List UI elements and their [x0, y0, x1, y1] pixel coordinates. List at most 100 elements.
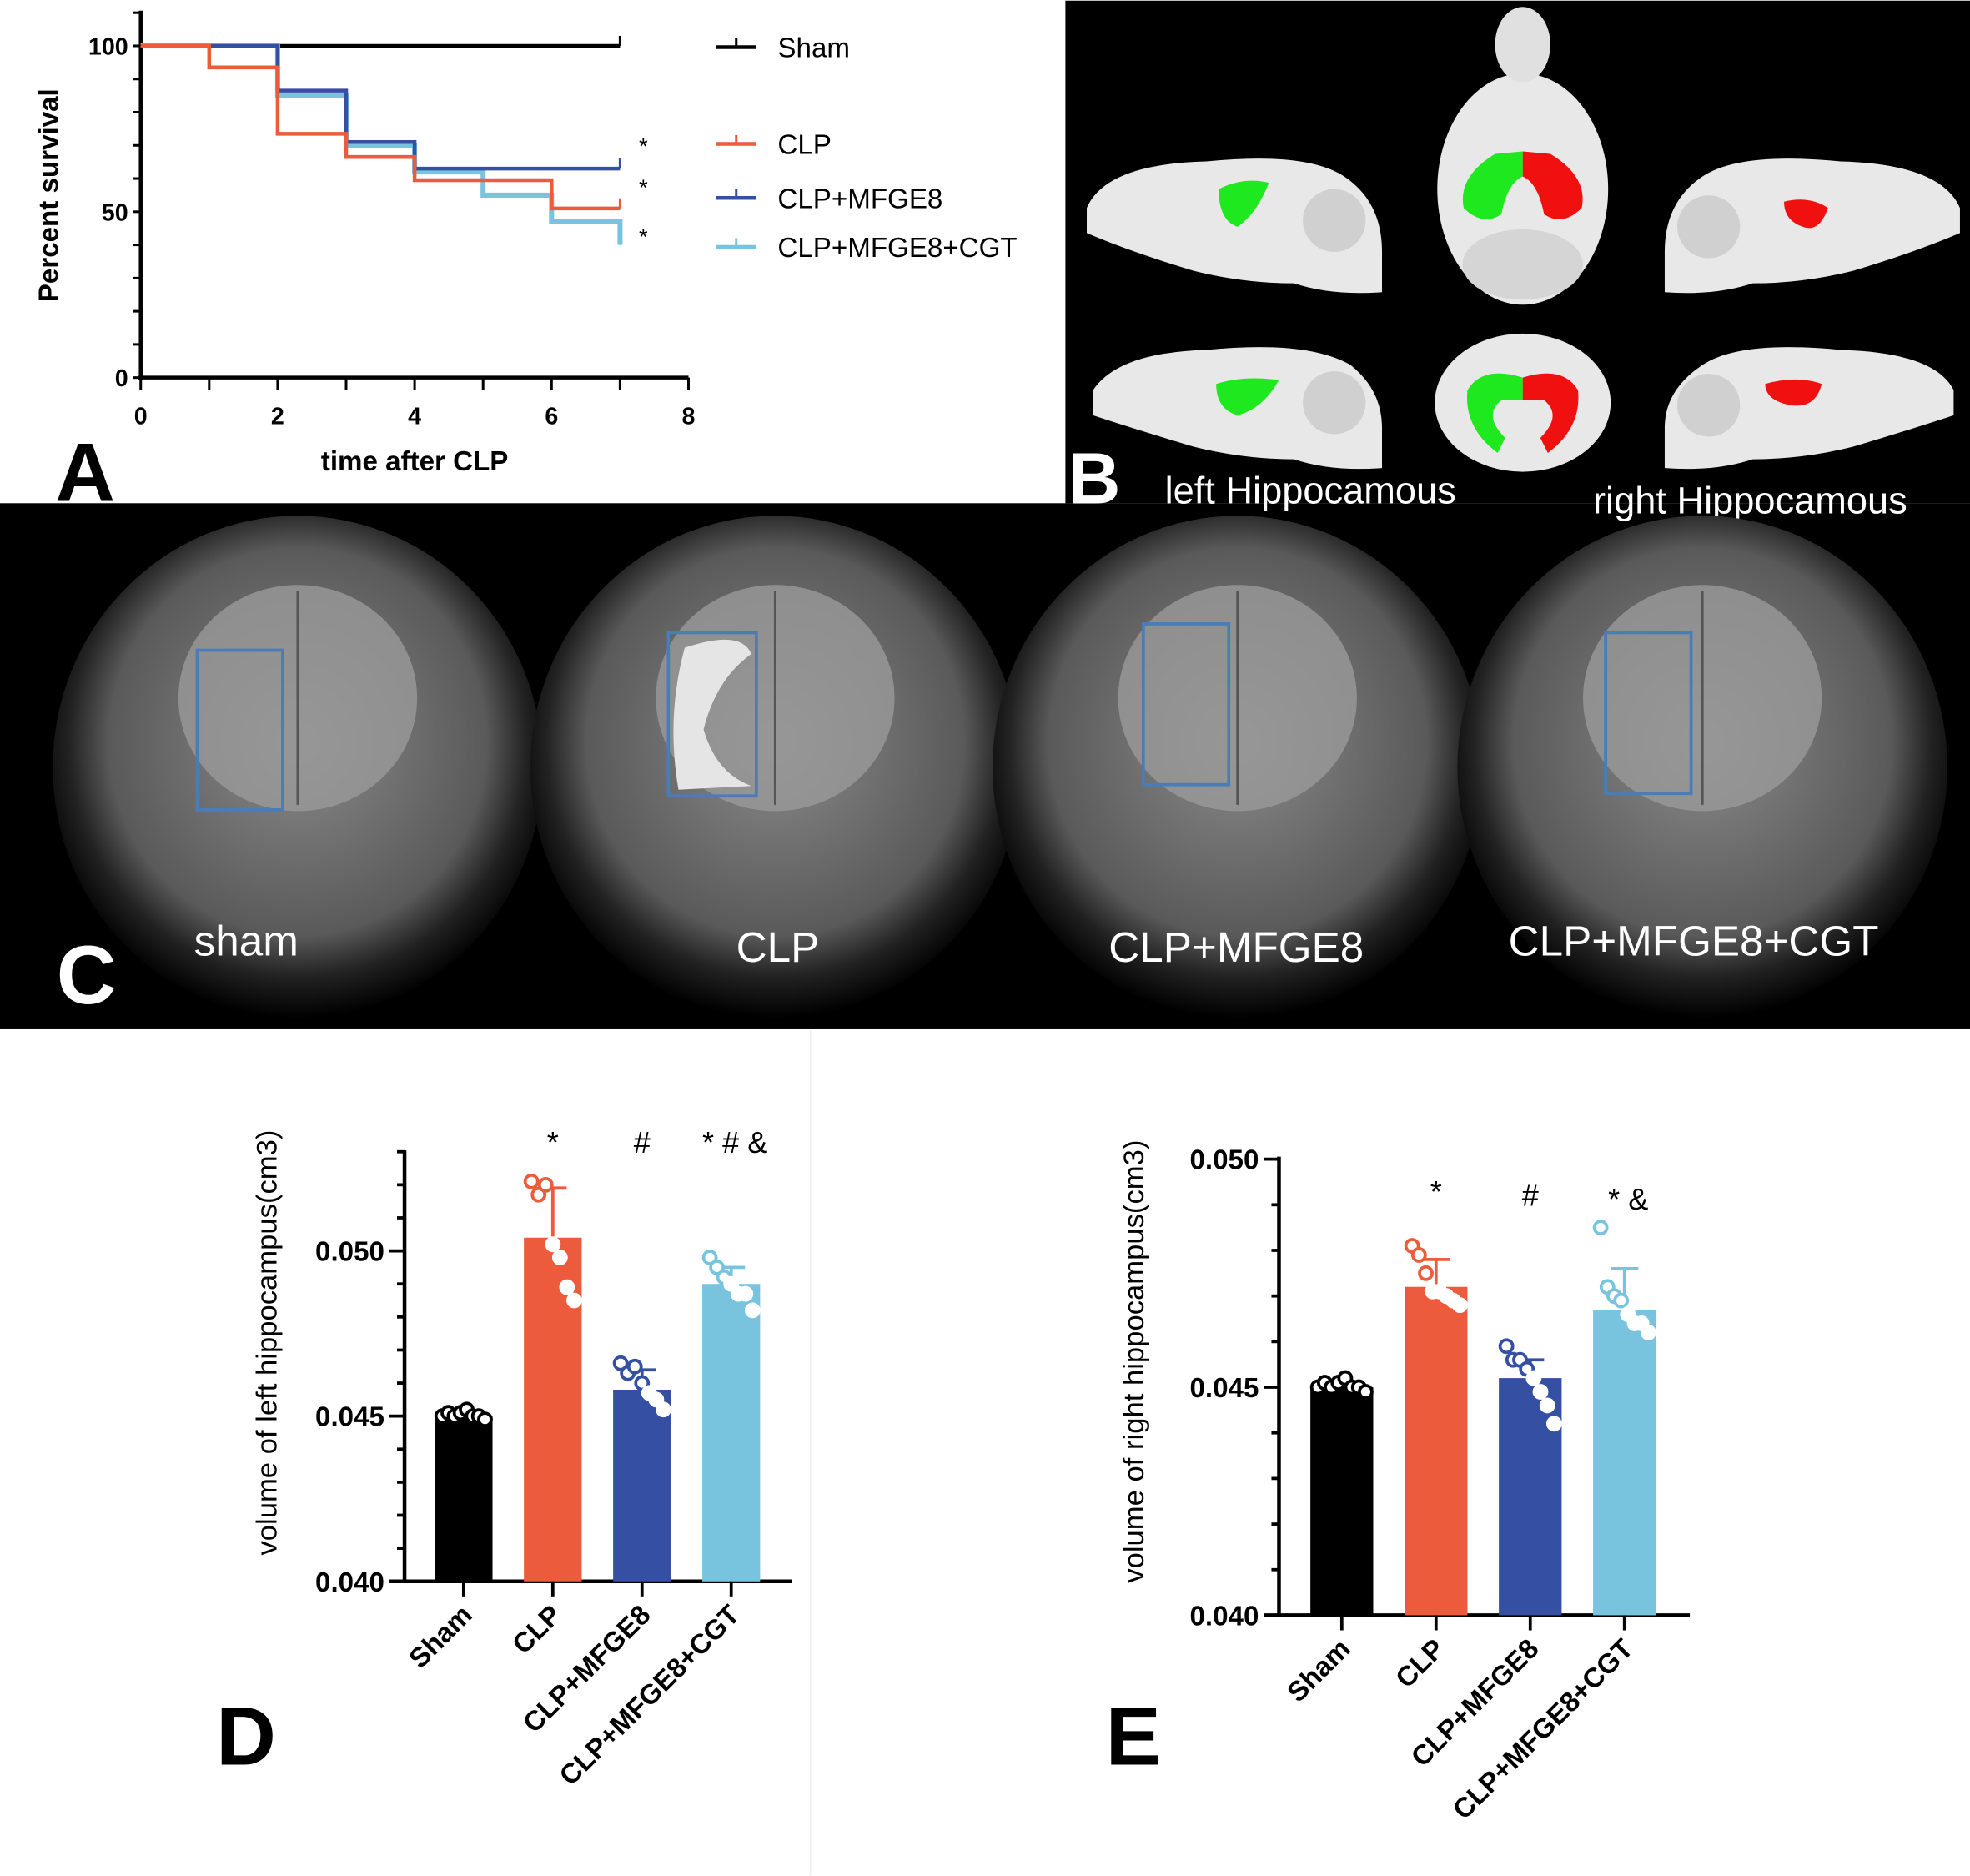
- mri-label: sham: [194, 918, 299, 965]
- mri-image: CLP+MFGE8+CGT: [1457, 516, 1947, 1018]
- bar-clp: [1405, 1286, 1468, 1616]
- bar-clp-mfge8: [613, 1389, 671, 1582]
- panel-a-survival-chart: 0 2 4 6 8 0 50 100 time after CLP Percent surviva…: [33, 10, 1018, 519]
- data-point: [1592, 1220, 1609, 1236]
- y-tick-label: 0: [115, 365, 128, 392]
- hippocampus-roi-box: [666, 631, 758, 798]
- y-tick-label: 100: [88, 34, 128, 61]
- legend-label: CLP: [777, 130, 831, 161]
- data-point: [523, 1173, 540, 1189]
- data-point: [1451, 1297, 1468, 1314]
- x-tick-label: 8: [682, 403, 696, 430]
- data-point: [1410, 1247, 1427, 1263]
- data-point: [709, 1259, 726, 1275]
- legend-label: Sham: [777, 33, 850, 64]
- bar-clp-mfge8-cgt: [1593, 1310, 1656, 1616]
- left-hippocampus-region: [1219, 180, 1269, 227]
- x-tick-label: 4: [408, 403, 421, 430]
- survival-curve-clp: [140, 43, 621, 211]
- right-hippocampus-region: [1784, 199, 1828, 229]
- hippocampus-roi-box: [195, 648, 284, 812]
- significance-marker: *: [639, 174, 648, 200]
- brain-coronal: [1435, 333, 1611, 472]
- data-point: [530, 1186, 547, 1203]
- data-point: [545, 1236, 561, 1253]
- panel-b-brain-atlas: B left Hippocamous right Hippocamous: [1068, 7, 1960, 521]
- mri-label: CLP: [736, 923, 820, 971]
- data-point: [626, 1358, 643, 1375]
- significance-marker: * &: [1608, 1182, 1648, 1216]
- data-point: [1525, 1370, 1542, 1386]
- bar-sham: [435, 1416, 493, 1582]
- mri-image: CLP+MFGE8: [993, 516, 1483, 1018]
- data-point: [612, 1355, 629, 1371]
- y-tick-label: 50: [102, 199, 128, 226]
- data-point: [1613, 1292, 1630, 1309]
- data-point: [565, 1292, 582, 1309]
- panel-label-c: C: [57, 929, 117, 1022]
- y-tick-label: 0.040: [315, 1567, 384, 1598]
- x-axis-label: time after CLP: [321, 446, 509, 477]
- panel-label-b: B: [1068, 437, 1120, 519]
- panel-e-right-volume-chart: 0.040 0.045 0.050 volume of right hippocamp…: [1106, 1140, 1691, 1826]
- panel-c-mri: sham CLP CLP+MFGE8 CLP+MFGE8+CGT C: [53, 516, 1947, 1022]
- data-point: [551, 1250, 568, 1265]
- brain-sagittal-left-top: [1087, 158, 1383, 294]
- x-tick-label: 6: [545, 403, 558, 430]
- data-point: [655, 1401, 671, 1418]
- y-tick-label: 0.045: [315, 1402, 384, 1433]
- legend-label: CLP+MFGE8+CGT: [777, 233, 1017, 264]
- data-point: [477, 1411, 493, 1428]
- legend-label: CLP+MFGE8: [777, 184, 942, 214]
- y-axis-label: Percent survival: [33, 88, 64, 302]
- data-point: [701, 1250, 718, 1265]
- x-tick-label: 2: [271, 403, 284, 430]
- significance-marker: *: [639, 224, 648, 249]
- data-point: [723, 1275, 740, 1292]
- data-point: [559, 1279, 575, 1295]
- hippocampus-roi-box: [1604, 631, 1693, 796]
- data-point: [1532, 1384, 1549, 1400]
- y-axis-label: volume of left hippocampus(cm3): [251, 1130, 283, 1556]
- significance-marker: *: [547, 1125, 559, 1159]
- data-point: [1358, 1384, 1374, 1400]
- brain-axial-top: [1437, 7, 1609, 305]
- bar-clp-mfge8-cgt: [702, 1284, 761, 1582]
- data-point: [634, 1375, 651, 1391]
- significance-marker: *: [639, 133, 648, 159]
- data-point: [1418, 1265, 1434, 1281]
- panel-label-a: A: [55, 426, 115, 519]
- data-point: [1545, 1416, 1562, 1432]
- y-tick-label: 0.050: [315, 1237, 384, 1268]
- y-tick-label: 0.045: [1189, 1373, 1259, 1404]
- bar-clp-mfge8: [1499, 1378, 1562, 1616]
- significance-marker: #: [634, 1125, 651, 1159]
- mri-lesion: [673, 639, 751, 790]
- significance-marker: * # &: [702, 1125, 767, 1159]
- data-point: [1640, 1324, 1656, 1340]
- x-tick-label: 0: [134, 403, 148, 430]
- right-hippocampus-label: right Hippocamous: [1593, 479, 1907, 521]
- brain-sagittal-right-bottom: [1664, 347, 1954, 470]
- data-point: [737, 1285, 754, 1302]
- mri-image: sham: [53, 516, 543, 1018]
- panel-label: E: [1106, 1691, 1161, 1783]
- left-hippocampus-label: left Hippocamous: [1165, 469, 1456, 511]
- panel-label: D: [216, 1691, 276, 1783]
- mri-label: CLP+MFGE8+CGT: [1509, 918, 1879, 965]
- brain-sagittal-right-top: [1664, 158, 1960, 294]
- brain-sagittal-left-bottom: [1093, 347, 1383, 470]
- data-point: [1539, 1397, 1555, 1414]
- mri-label: CLP+MFGE8: [1108, 923, 1364, 971]
- y-tick-label: 0.040: [1189, 1601, 1259, 1632]
- data-point: [1498, 1338, 1515, 1355]
- bar-sham: [1310, 1387, 1374, 1616]
- significance-marker: #: [1522, 1178, 1539, 1212]
- data-point: [537, 1176, 554, 1193]
- data-point: [648, 1391, 665, 1408]
- data-point: [744, 1302, 761, 1319]
- mri-image: CLP: [530, 516, 1021, 1018]
- significance-marker: *: [1430, 1174, 1442, 1209]
- hippocampus-roi-box: [1141, 622, 1231, 787]
